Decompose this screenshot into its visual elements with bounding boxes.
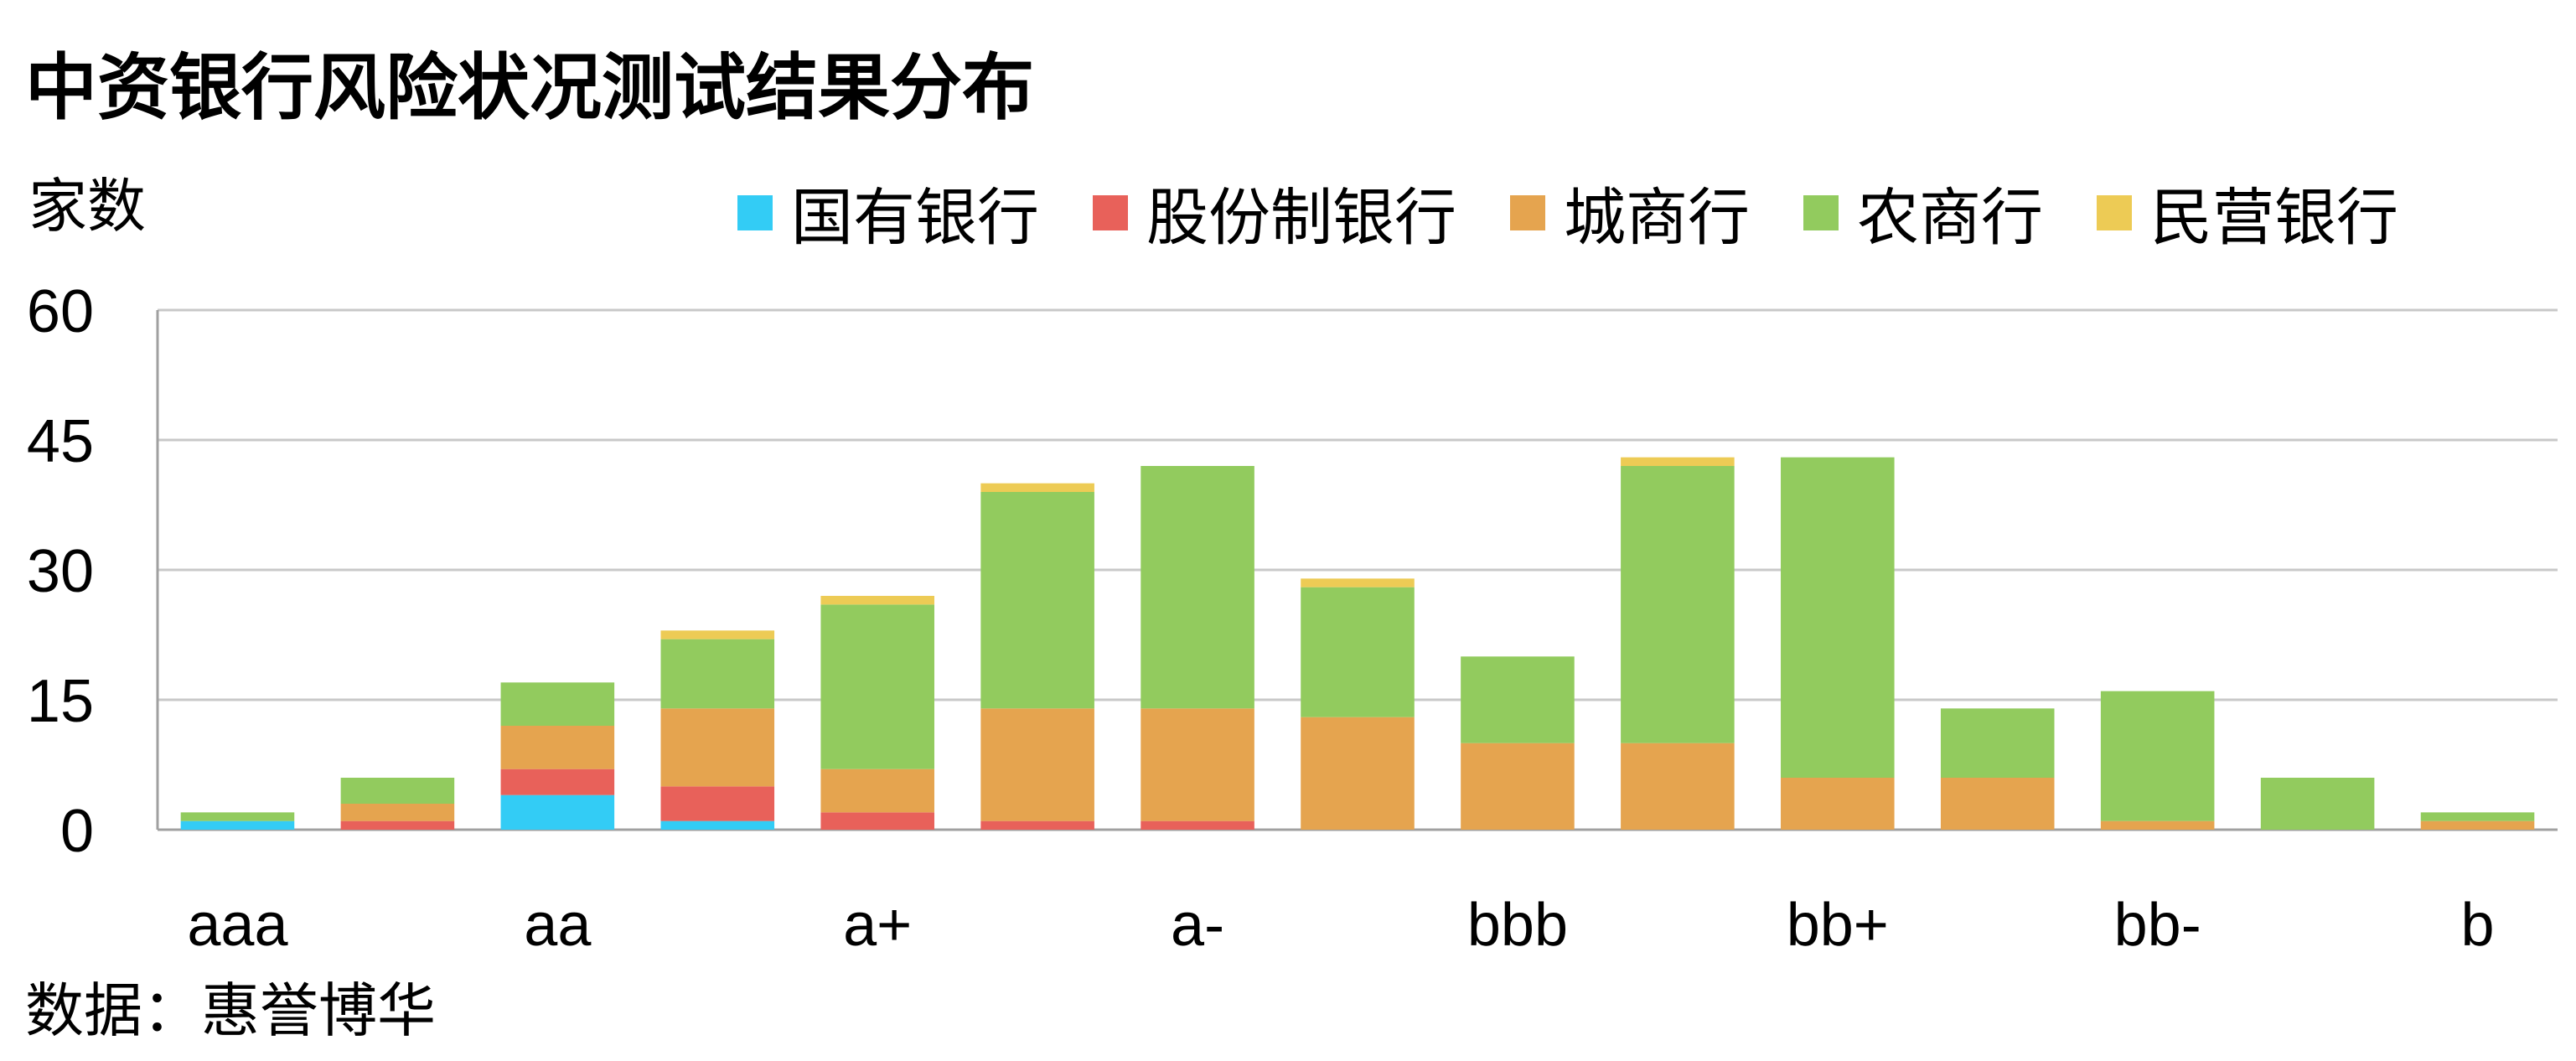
bar-segment <box>660 630 775 639</box>
legend-item-rural-banks: 农商行 <box>1803 168 2043 257</box>
bar-segment <box>500 726 615 769</box>
legend-item-state-banks: 国有银行 <box>737 168 1039 257</box>
bar-segment <box>1301 578 1415 587</box>
bar-segment <box>660 639 775 709</box>
bar-segment <box>2100 691 2215 821</box>
bar-segment <box>340 778 455 804</box>
x-tick-label: aaa <box>187 892 288 959</box>
x-tick-label: bb+ <box>1787 892 1889 959</box>
bar-segment <box>980 492 1094 709</box>
y-axis-label: 家数 <box>28 172 146 241</box>
bar-segment <box>1141 820 1254 830</box>
x-tick-label: bbb <box>1467 892 1568 959</box>
bar-segment <box>1621 466 1735 743</box>
bar-segment <box>2420 812 2535 821</box>
legend-swatch <box>1093 194 1128 230</box>
legend-label: 股份制银行 <box>1146 182 1456 254</box>
legend-swatch <box>1803 194 1839 230</box>
bar-segment <box>820 812 934 830</box>
legend: 国有银行 股份制银行 城商行 农商行 民营银行 <box>737 168 2398 257</box>
bar-segment <box>820 596 934 605</box>
legend-item-private-banks: 民营银行 <box>2097 168 2398 257</box>
bar-segment <box>660 820 775 830</box>
bar-segment <box>340 804 455 821</box>
legend-label: 城商行 <box>1564 182 1750 254</box>
bar-segment <box>1940 778 2055 830</box>
chart-title: 中资银行风险状况测试结果分布 <box>25 46 1034 130</box>
y-tick-label: 15 <box>27 668 94 735</box>
y-tick-label: 30 <box>27 538 94 605</box>
bar-segment <box>1141 708 1254 821</box>
bar-segment <box>340 820 455 830</box>
bar-segment <box>500 682 615 726</box>
bar-segment <box>980 483 1094 492</box>
x-tick-label: bb- <box>2114 892 2201 959</box>
source-note: 数据：惠誉博华 <box>25 976 436 1045</box>
bar-segment <box>820 769 934 813</box>
bar-segment <box>1621 457 1735 466</box>
bar-segment <box>1781 457 1895 778</box>
x-tick-label: a- <box>1171 892 1224 959</box>
legend-item-joint-stock-banks: 股份制银行 <box>1093 168 1456 257</box>
bar-segment <box>980 708 1094 821</box>
legend-label: 民营银行 <box>2150 182 2398 254</box>
bar-segment <box>2420 820 2535 830</box>
bar-segment <box>660 708 775 787</box>
bar-segment <box>2260 778 2375 830</box>
bar-segment <box>500 794 615 830</box>
bar-segment <box>1621 743 1735 830</box>
bar-segment <box>1781 778 1895 830</box>
bar-segment <box>180 812 295 821</box>
legend-label: 农商行 <box>1857 182 2043 254</box>
bar-segment <box>1940 708 2055 778</box>
x-tick-label: b <box>2461 892 2495 959</box>
legend-swatch <box>737 194 773 230</box>
bar-segment <box>820 604 934 769</box>
legend-swatch <box>2097 194 2132 230</box>
bar-segment <box>1461 656 1575 743</box>
bar-segment <box>1301 587 1415 717</box>
legend-label: 国有银行 <box>791 182 1039 254</box>
x-tick-label: a+ <box>843 892 912 959</box>
bar-segment <box>2100 820 2215 830</box>
y-tick-label: 60 <box>27 278 94 345</box>
bar-segment <box>1141 466 1254 709</box>
legend-swatch <box>1510 194 1545 230</box>
y-tick-label: 0 <box>60 798 94 865</box>
bar-segment <box>180 820 295 830</box>
legend-item-city-banks: 城商行 <box>1510 168 1750 257</box>
bar-segment <box>500 769 615 795</box>
bar-segment <box>660 786 775 821</box>
y-tick-label: 45 <box>27 408 94 475</box>
bar-segment <box>1461 743 1575 830</box>
bar-segment <box>1301 717 1415 830</box>
bar-segment <box>980 820 1094 830</box>
x-tick-label: aa <box>524 892 592 959</box>
